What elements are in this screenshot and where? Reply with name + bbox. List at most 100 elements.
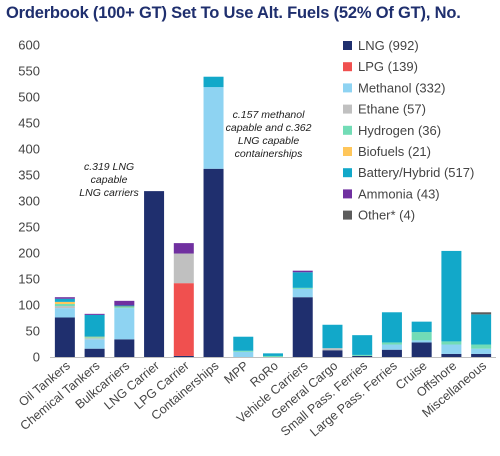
bar-segment-small-pass-ferries-hydrogen [352,354,373,356]
y-tick-label: 0 [33,350,40,365]
annotation-line: LNG carriers [79,187,139,199]
bar-segment-vehicle-carriers-methanol [292,288,313,298]
bar-segment-oil-tankers-battery-hybrid [54,298,75,302]
bar-segment-offshore-methanol [441,344,462,354]
y-tick-label: 550 [18,64,40,79]
bar-segment-mpp-hydrogen [233,350,254,352]
legend-swatch-methanol [343,83,352,93]
y-tick-label: 500 [18,90,40,105]
legend-label-other: Other* (4) [358,208,415,223]
bar-segment-cruise-hydrogen [411,332,432,341]
legend-label-ethane: Ethane (57) [358,102,426,117]
bar-segment-miscellaneous-methanol [471,348,492,354]
bar-segment-lpg-carrier-ammonia [173,243,194,254]
y-tick-label: 200 [18,246,40,261]
legend-swatch-lpg [343,62,352,72]
axis-layer: 0 50 100 150 200 250 300 350 400 450 500 550 600 [18,38,496,365]
bar-segment-containerships-lng [203,168,224,357]
bar-segment-miscellaneous-other [471,312,492,315]
bar-segment-miscellaneous-hydrogen [471,344,492,349]
annotation-containerships: c.157 methanol capable and c.362 LNG capab… [226,109,312,160]
bar-segment-offshore-hydrogen [441,341,462,345]
bar-segment-chemical-tankers-biofuels [84,336,105,338]
bar-segment-chemical-tankers-hydrogen [84,337,105,339]
bar-segment-roro-battery-hybrid [263,353,283,356]
bar-segment-general-cargo-ethane [322,348,343,351]
legend-label-lpg: LPG (139) [358,59,418,74]
bar-segment-cruise-methanol [411,340,432,343]
bar-segment-bulkcarriers-methanol [114,308,135,340]
bar-segment-offshore-lng [441,353,462,357]
bar-segment-containerships-methanol [203,87,224,169]
bar-segment-oil-tankers-ammonia [54,297,75,299]
bar-segment-large-pass-ferries-methanol [381,344,402,350]
bar-segment-offshore-battery-hybrid [441,250,462,342]
bar-segment-large-pass-ferries-hydrogen [381,342,402,345]
bar-segment-bulkcarriers-ammonia [114,300,135,306]
legend-swatch-other [343,210,352,220]
bar-segment-cruise-battery-hybrid [411,321,432,333]
legend-swatch-ammonia [343,189,352,199]
legend-swatch-ethane [343,104,352,114]
bar-segment-vehicle-carriers-hydrogen [292,287,313,289]
bar-segment-lpg-carrier-lpg [173,283,194,356]
bar-segment-vehicle-carriers-battery-hybrid [292,272,313,288]
annotation-lng-carrier: c.319 LNG capable LNG carriers [79,161,139,199]
annotation-line: capable and c.362 [226,122,312,134]
annotation-line: c.157 methanol [233,109,305,121]
bar-segment-oil-tankers-hydrogen [54,303,75,307]
bar-segment-oil-tankers-biofuels [54,301,75,304]
y-tick-label: 400 [18,142,40,157]
bar-segment-oil-tankers-lng [54,317,75,357]
legend-label-hydrogen: Hydrogen (36) [358,123,441,138]
bar-segment-lpg-carrier-ethane [173,253,194,284]
bar-segment-oil-tankers-methanol [54,308,75,318]
bar-segment-lpg-carrier-lng [173,355,194,357]
bar-segment-bulkcarriers-battery-hybrid [114,305,135,307]
bar-segment-general-cargo-lng [322,350,343,357]
x-category-label: MPP [221,359,251,387]
bar-segment-chemical-tankers-ethane [84,338,105,340]
bar-segment-bulkcarriers-hydrogen [114,307,135,309]
bar-segment-oil-tankers-ethane [54,306,75,309]
bar-segment-bulkcarriers-biofuels [114,306,135,308]
bar-segment-roro-hydrogen [263,355,283,357]
y-tick-label: 300 [18,194,40,209]
chart-title: Orderbook (100+ GT) Set To Use Alt. Fuel… [6,4,461,22]
annotations: c.319 LNG capable LNG carriers c.157 methan… [79,109,311,199]
bar-segment-miscellaneous-battery-hybrid [471,314,492,345]
y-tick-label: 150 [18,272,40,287]
bar-segment-general-cargo-battery-hybrid [322,324,343,349]
legend-label-methanol: Methanol (332) [358,80,445,95]
bar-segment-lng-carrier-lng [144,191,165,357]
legend-label-ammonia: Ammonia (43) [358,186,440,201]
y-tick-label: 600 [18,38,40,53]
y-tick-label: 450 [18,116,40,131]
legend-label-lng: LNG (992) [358,38,419,53]
bar-segment-small-pass-ferries-battery-hybrid [352,335,373,355]
y-tick-label: 350 [18,168,40,183]
bar-segment-chemical-tankers-battery-hybrid [84,314,105,337]
y-tick-label: 50 [26,324,40,339]
legend-swatch-biofuels [343,147,352,156]
bar-segment-small-pass-ferries-lng [352,355,373,357]
bar-segment-mpp-methanol [233,351,254,357]
bar-segment-chemical-tankers-lng [84,348,105,357]
annotation-line: c.319 LNG [84,161,134,173]
bar-segment-vehicle-carriers-ammonia [292,270,313,273]
bar-segment-vehicle-carriers-lng [292,297,313,357]
y-tick-label: 100 [18,298,40,313]
legend-label-biofuels: Biofuels (21) [358,144,431,159]
bar-segment-bulkcarriers-lng [114,339,135,357]
bar-segment-containerships-battery-hybrid [203,76,224,88]
bar-segment-large-pass-ferries-battery-hybrid [381,312,402,343]
bar-segment-miscellaneous-lng [471,353,492,357]
legend-label-battery-hybrid: Battery/Hybrid (517) [358,165,474,180]
bar-segment-chemical-tankers-ammonia [84,313,105,315]
legend-swatch-battery-hybrid [343,168,352,178]
legend: LNG (992) LPG (139) Methanol (332) Ethane (… [343,38,474,223]
bar-segment-mpp-battery-hybrid [233,336,254,351]
bars-layer [54,76,492,357]
